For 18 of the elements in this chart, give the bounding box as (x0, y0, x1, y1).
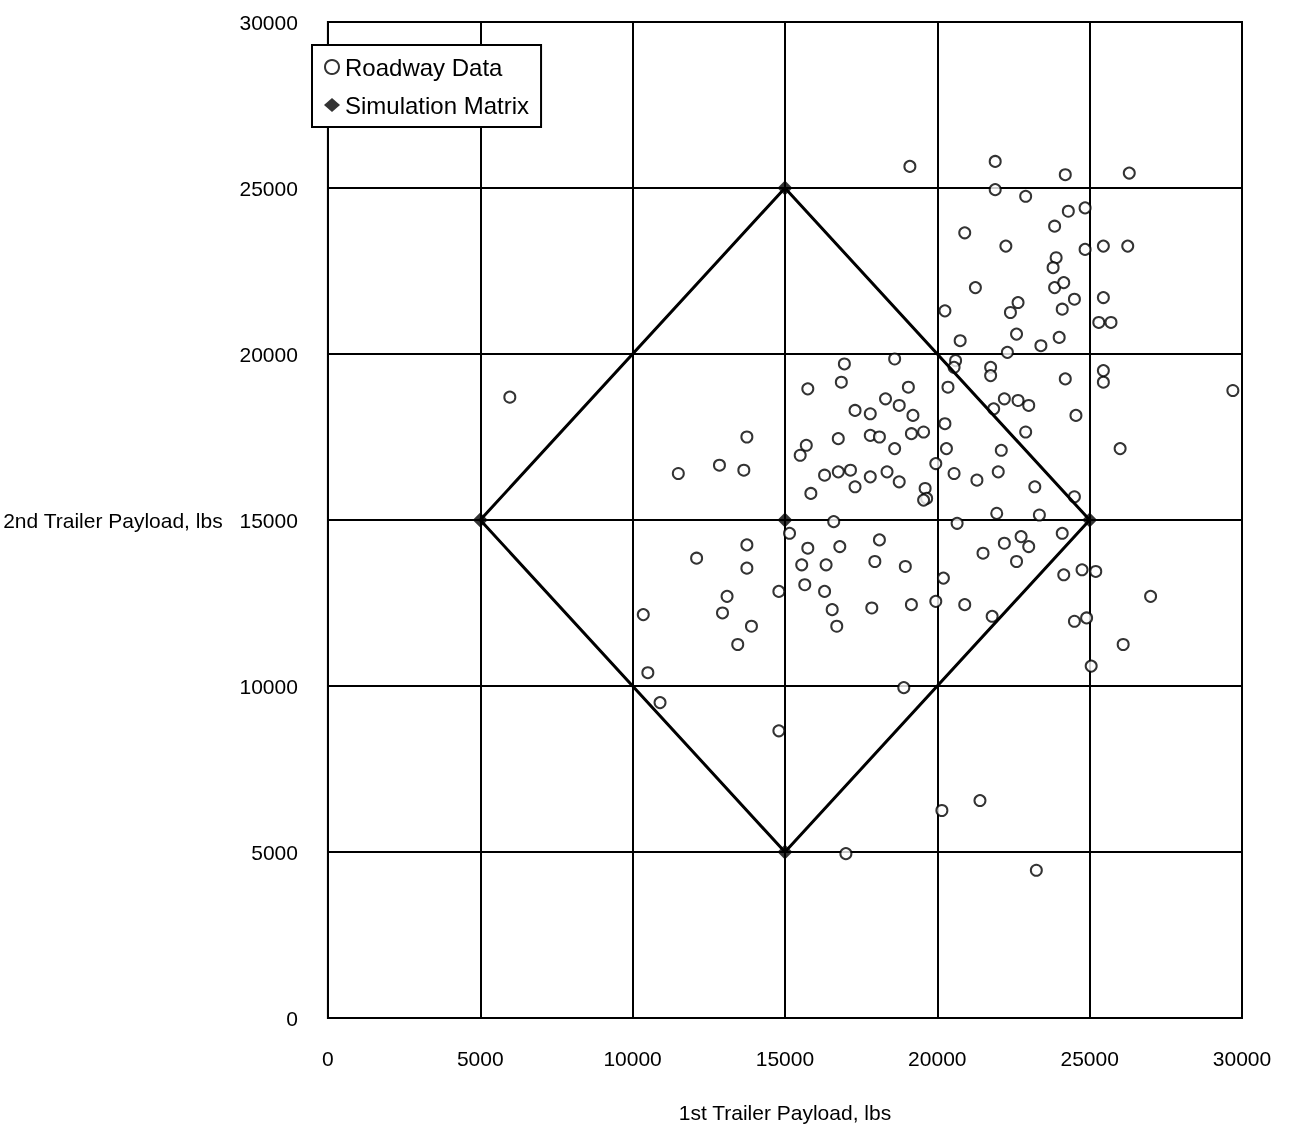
y-tick-label: 5000 (251, 840, 298, 864)
x-tick-label: 5000 (456, 1047, 504, 1070)
y-tick-label: 20000 (239, 342, 298, 366)
y-tick-label: 0 (286, 1006, 298, 1030)
x-tick-label: 20000 (908, 1047, 967, 1070)
x-axis-title: 1st Trailer Payload, lbs (678, 1101, 892, 1124)
legend-label: Simulation Matrix (345, 91, 530, 119)
x-tick-label: 0 (322, 1047, 334, 1070)
y-tick-label: 15000 (239, 508, 298, 532)
x-tick-label: 25000 (1060, 1047, 1119, 1070)
x-tick-label: 10000 (603, 1047, 662, 1070)
x-tick-label: 30000 (1212, 1047, 1272, 1070)
y-tick-label: 25000 (239, 176, 298, 200)
y-tick-label: 10000 (239, 674, 298, 698)
y-axis-title: 2nd Trailer Payload, lbs (3, 508, 223, 532)
y-tick-label: 30000 (239, 10, 298, 34)
x-tick-label: 15000 (755, 1047, 815, 1070)
legend-label: Roadway Data (345, 53, 504, 81)
